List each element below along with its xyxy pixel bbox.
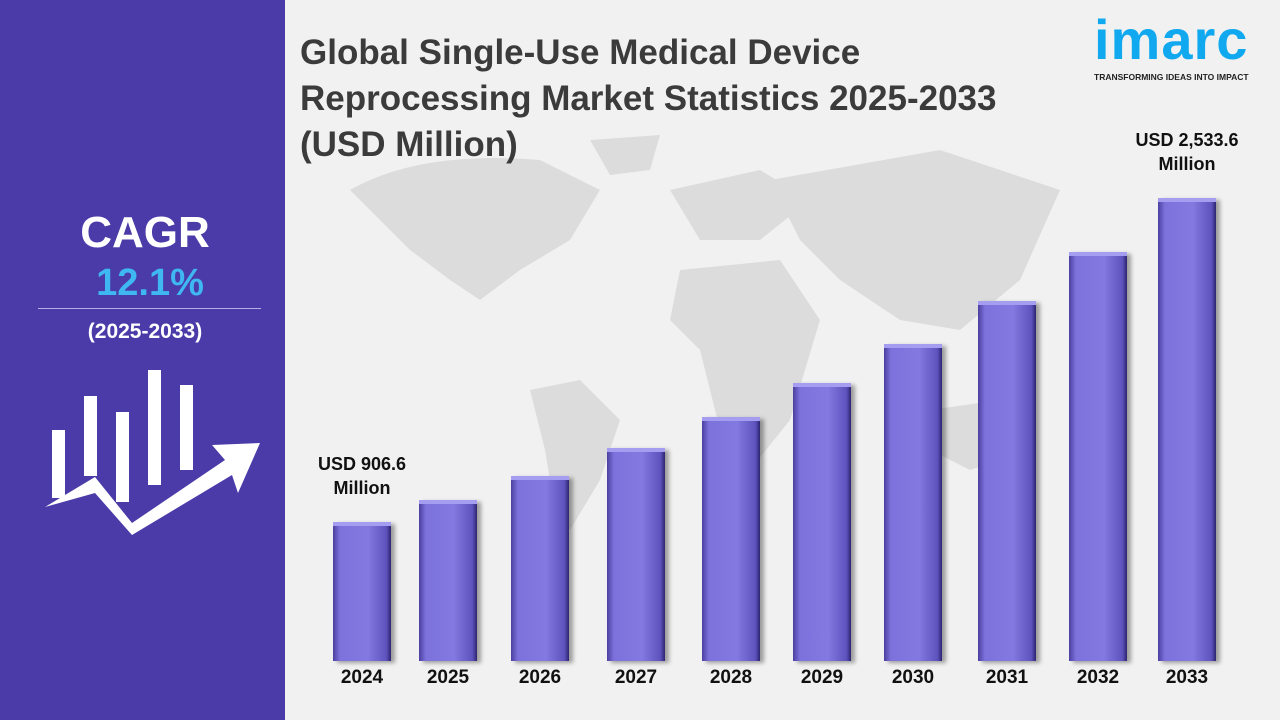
x-tick-label: 2032: [1076, 667, 1120, 688]
data-label-2024: USD 906.6 Million: [292, 452, 432, 500]
bar-2025: [419, 500, 477, 661]
x-tick-label: 2028: [709, 667, 753, 688]
imarc-logo: imarc TRANSFORMING IDEAS INTO IMPACT: [1094, 8, 1264, 83]
x-tick-label: 2031: [985, 667, 1029, 688]
data-label-line: Million: [1158, 154, 1216, 175]
data-label-line: USD 906.6: [317, 453, 407, 474]
bar-2032: [1069, 252, 1127, 661]
x-tick-label: 2030: [891, 667, 935, 688]
data-label-2033: USD 2,533.6 Million: [1117, 128, 1257, 176]
bar-2027: [607, 448, 665, 661]
title-line: Global Single-Use Medical Device: [300, 33, 861, 72]
x-tick-label: 2024: [340, 667, 384, 688]
chart-title: Global Single-Use Medical Device Reproce…: [300, 30, 996, 168]
title-line: Reprocessing Market Statistics 2025-2033: [300, 79, 997, 118]
data-label-line: USD 2,533.6: [1135, 130, 1239, 151]
bar-chart-growth-arrow-icon: [45, 370, 260, 535]
bar-2024: [333, 521, 391, 661]
x-tick-label: 2027: [614, 667, 658, 688]
sidebar: CAGR 12.1% (2025-2033): [0, 0, 285, 720]
cagr-value: 12.1%: [96, 262, 204, 304]
bar-2028: [702, 417, 760, 661]
x-tick-label: 2026: [518, 667, 562, 688]
bar-2031: [978, 300, 1036, 661]
cagr-period: (2025-2033): [87, 320, 203, 343]
bar-2033: [1158, 198, 1216, 661]
title-line: (USD Million): [300, 125, 518, 164]
logo-tagline: TRANSFORMING IDEAS INTO IMPACT: [1094, 72, 1249, 82]
cagr-label: CAGR: [80, 208, 210, 257]
x-tick-label: 2029: [800, 667, 844, 688]
data-label-line: Million: [333, 477, 391, 498]
bar-2026: [511, 475, 569, 661]
world-map-background: [350, 135, 1060, 530]
bar-2030: [884, 344, 942, 661]
x-tick-label: 2033: [1165, 667, 1209, 688]
logo-wordmark: imarc: [1094, 8, 1249, 71]
bar-2029: [793, 382, 851, 661]
x-tick-label: 2025: [426, 667, 470, 688]
divider: [38, 308, 261, 309]
